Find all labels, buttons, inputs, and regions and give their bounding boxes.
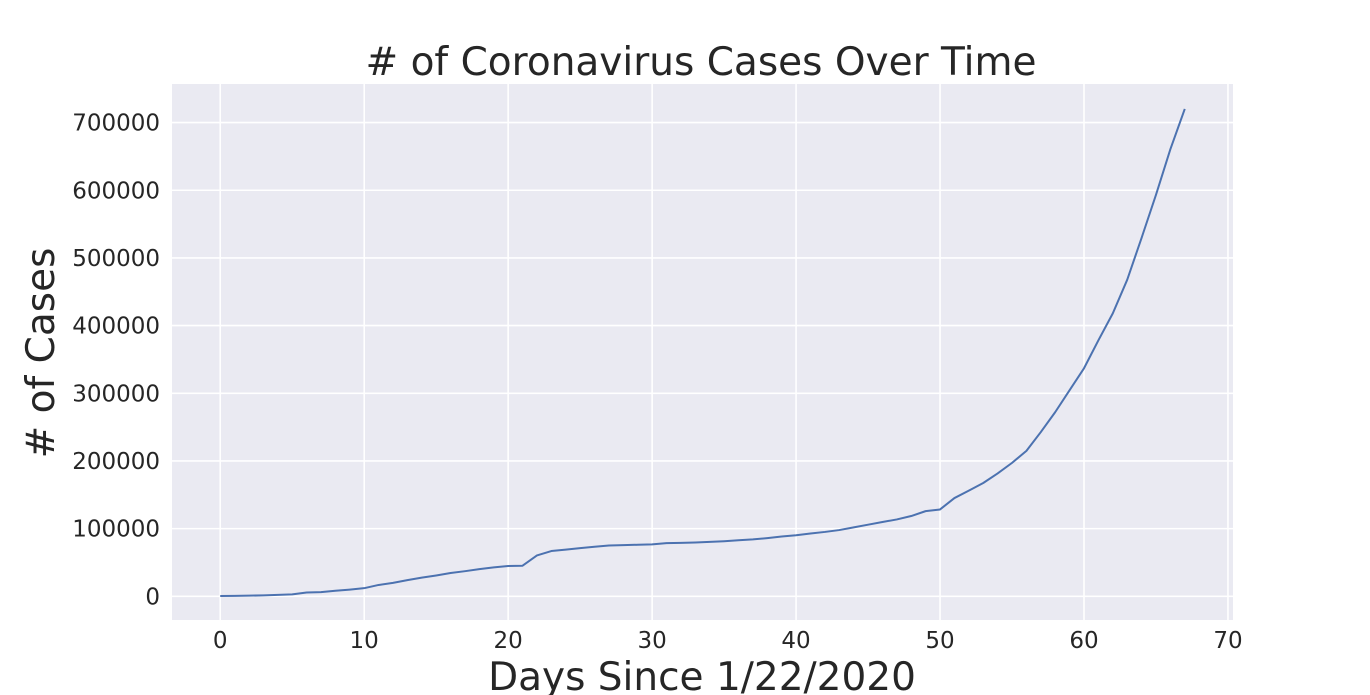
y-tick-label: 0	[145, 584, 160, 610]
x-tick-label: 70	[1213, 628, 1242, 654]
y-tick-label: 500000	[72, 246, 160, 272]
x-tick-label: 40	[781, 628, 810, 654]
y-tick-label: 100000	[72, 517, 160, 543]
y-tick-label: 600000	[72, 178, 160, 204]
y-tick-label: 400000	[72, 314, 160, 340]
series-layer	[220, 108, 1186, 597]
x-tick-label: 30	[637, 628, 666, 654]
y-tick-labels: 0 100000 200000 300000 400000 500000 600000 700…	[72, 111, 160, 611]
chart-title: # of Coronavirus Cases Over Time	[366, 40, 1037, 85]
y-tick-label: 300000	[72, 381, 160, 407]
plot-area	[172, 84, 1233, 620]
x-tick-labels: 0 10 20 30 40 50 60 70	[213, 628, 1243, 654]
y-tick-label: 700000	[72, 111, 160, 137]
x-axis-label: Days Since 1/22/2020	[488, 655, 916, 695]
x-tick-label: 60	[1069, 628, 1098, 654]
grid-lines	[172, 84, 1233, 620]
x-tick-label: 10	[350, 628, 379, 654]
y-tick-label: 200000	[72, 449, 160, 475]
x-tick-label: 0	[213, 628, 228, 654]
series-line	[220, 108, 1186, 597]
x-tick-label: 20	[494, 628, 523, 654]
y-axis-label: # of Cases	[19, 248, 64, 459]
x-tick-label: 50	[925, 628, 954, 654]
